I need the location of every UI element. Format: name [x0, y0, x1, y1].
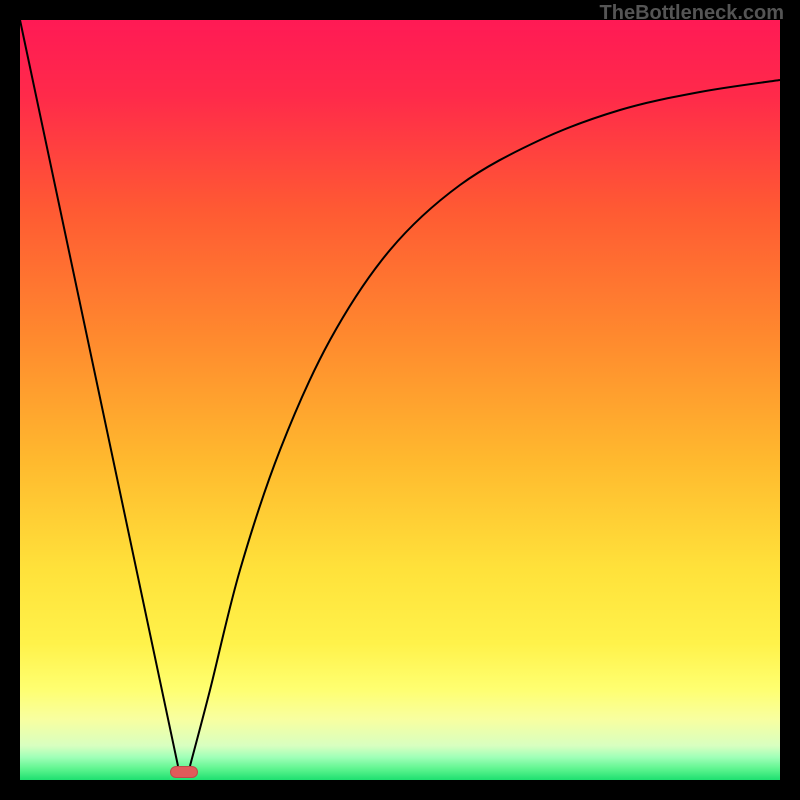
- curve-left: [20, 20, 178, 766]
- plot-area: [20, 20, 780, 780]
- curve-right: [190, 80, 780, 766]
- watermark-text: TheBottleneck.com: [600, 2, 784, 25]
- curve-layer: [20, 20, 780, 780]
- trough-marker: [170, 766, 198, 778]
- chart-stage: TheBottleneck.com: [0, 0, 800, 800]
